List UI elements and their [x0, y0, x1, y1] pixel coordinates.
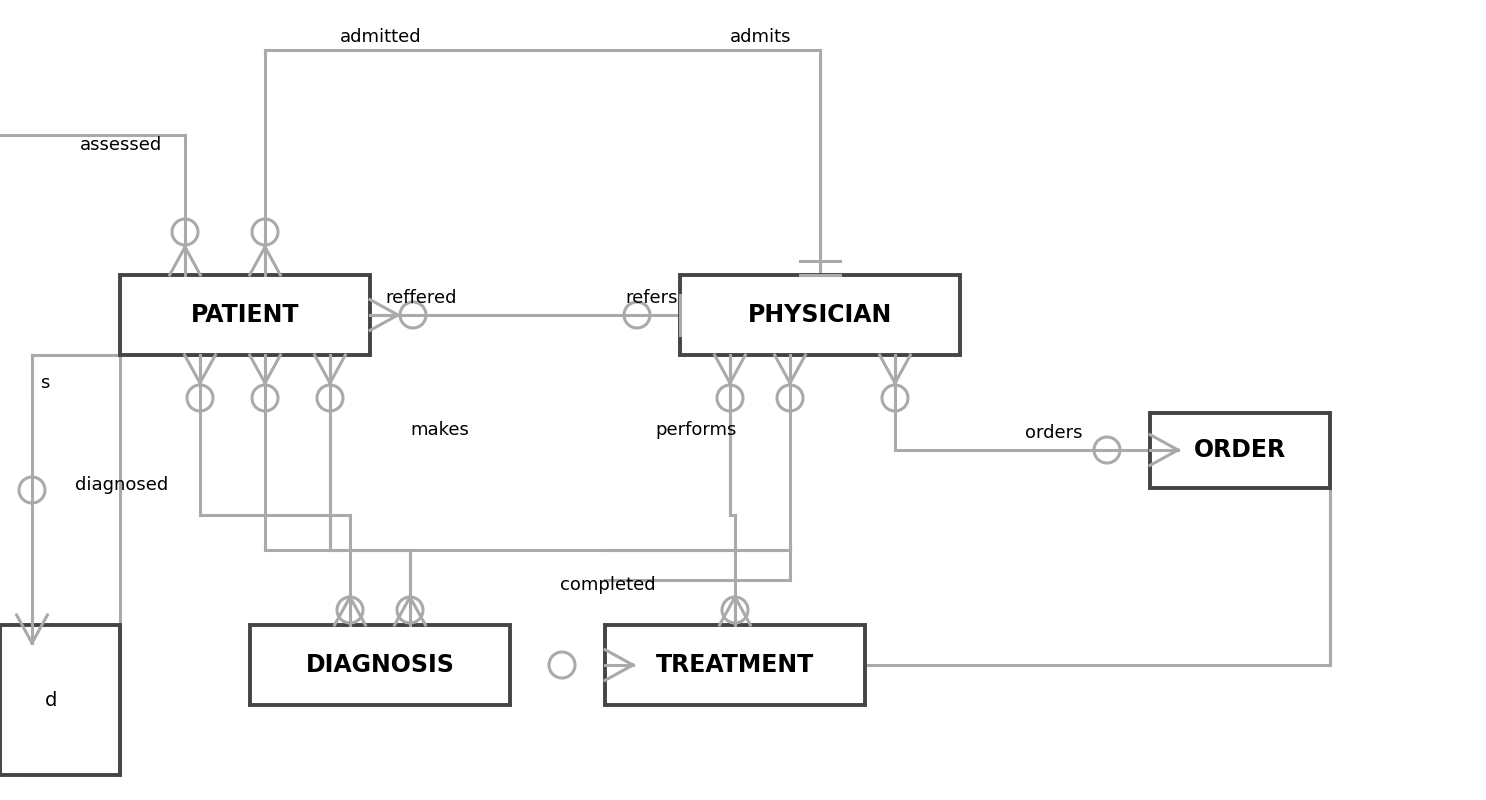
Text: orders: orders — [1025, 424, 1082, 442]
Text: completed: completed — [560, 576, 655, 594]
Bar — [120, 275, 370, 355]
Text: diagnosed: diagnosed — [74, 476, 168, 494]
Text: TREATMENT: TREATMENT — [655, 653, 814, 677]
Bar — [605, 625, 865, 705]
Text: assessed: assessed — [80, 136, 162, 154]
Bar — [250, 625, 510, 705]
Text: reffered: reffered — [385, 289, 456, 307]
Bar — [1150, 413, 1330, 487]
Bar — [681, 275, 960, 355]
Text: PATIENT: PATIENT — [190, 303, 299, 327]
Text: PHYSICIAN: PHYSICIAN — [747, 303, 892, 327]
Text: admitted: admitted — [340, 28, 422, 46]
Text: d: d — [45, 690, 58, 710]
Text: ORDER: ORDER — [1193, 438, 1285, 462]
Bar — [0, 625, 120, 775]
Text: makes: makes — [410, 421, 470, 439]
Text: DIAGNOSIS: DIAGNOSIS — [306, 653, 455, 677]
Text: s: s — [40, 374, 49, 392]
Text: refers: refers — [626, 289, 678, 307]
Text: performs: performs — [655, 421, 737, 439]
Text: admits: admits — [730, 28, 792, 46]
